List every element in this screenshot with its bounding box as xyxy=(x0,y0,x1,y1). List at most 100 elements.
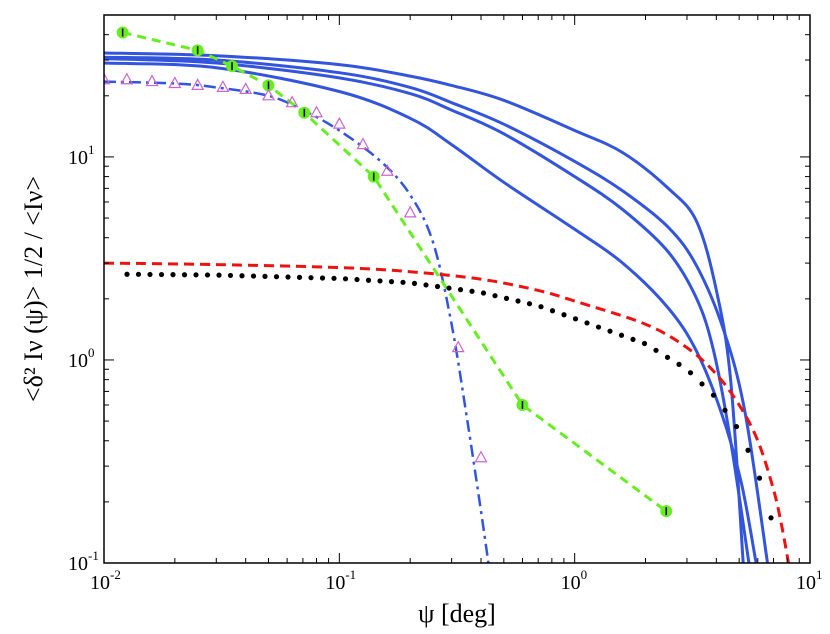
data-point xyxy=(204,272,211,278)
x-tick-label-exponent: 1 xyxy=(816,567,823,582)
data-point xyxy=(653,347,659,353)
y-axis-title: <δ² Iν (ψ)> 1/2 / <Iν> xyxy=(19,176,48,402)
data-point xyxy=(745,447,751,453)
data-point xyxy=(135,271,142,277)
x-tick-label: 10 xyxy=(90,572,110,594)
data-point xyxy=(145,74,159,87)
y-tick-label: 10 xyxy=(68,350,88,372)
series-line-red-dashed xyxy=(104,261,790,563)
series-black-dotted xyxy=(124,271,774,521)
data-point xyxy=(262,273,268,279)
data-point xyxy=(124,271,130,277)
data-point xyxy=(377,278,383,284)
data-point xyxy=(356,137,370,150)
data-point xyxy=(158,271,165,278)
series-blue-solid-4 xyxy=(104,55,769,563)
data-point xyxy=(710,392,717,398)
data-point xyxy=(193,272,199,278)
data-point xyxy=(526,301,533,307)
x-tick-label-exponent: 0 xyxy=(581,567,588,582)
data-point xyxy=(104,72,111,85)
data-point xyxy=(446,285,452,291)
data-point xyxy=(285,95,299,108)
data-point xyxy=(618,332,625,338)
ticklabel-layer: 10 -2 10 -1 10 0 10 110 -110 010 1 xyxy=(68,142,823,594)
data-point xyxy=(722,407,728,413)
series-blue-solid-1 xyxy=(104,51,745,563)
data-point xyxy=(515,298,521,304)
data-point xyxy=(457,287,464,293)
data-point xyxy=(181,272,188,278)
data-point xyxy=(170,272,176,278)
data-point xyxy=(756,475,763,481)
data-point xyxy=(332,116,346,129)
data-point xyxy=(480,290,487,296)
y-tick-label: 10 xyxy=(68,147,88,169)
data-point xyxy=(607,328,613,334)
data-point xyxy=(434,283,441,290)
data-point xyxy=(120,72,134,85)
data-point xyxy=(365,277,372,283)
data-point xyxy=(191,78,205,91)
data-point xyxy=(285,274,291,280)
series-line-blue-solid-2 xyxy=(104,57,751,563)
data-point xyxy=(641,340,648,347)
data-point xyxy=(768,515,774,521)
y-tick-label: 10 xyxy=(68,553,88,575)
series-blue-solid-3 xyxy=(104,61,758,563)
data-point xyxy=(342,276,349,282)
data-point xyxy=(239,82,253,95)
data-point xyxy=(503,295,510,301)
x-tick-label: 10 xyxy=(561,572,581,594)
data-point xyxy=(403,205,417,218)
data-point xyxy=(227,272,234,279)
data-point xyxy=(733,423,740,430)
data-point xyxy=(216,80,230,92)
y-tick-label-exponent: 0 xyxy=(88,345,95,360)
data-point xyxy=(400,279,406,285)
data-point xyxy=(676,361,682,367)
data-point xyxy=(411,280,418,286)
series-line-green-dashed-circles xyxy=(122,31,668,513)
data-point xyxy=(261,88,276,101)
plot-frame xyxy=(103,14,811,564)
series-magenta-triangles xyxy=(104,72,488,463)
series-line-blue-solid-1 xyxy=(104,51,745,563)
data-point xyxy=(538,304,544,310)
data-point xyxy=(308,275,314,281)
data-point xyxy=(168,76,182,89)
data-point xyxy=(388,279,395,285)
data-point xyxy=(451,340,465,353)
data-point xyxy=(273,274,280,280)
data-point xyxy=(319,275,326,281)
x-tick-label: 10 xyxy=(796,572,816,594)
series-red-dashed xyxy=(104,261,790,563)
x-tick-label: 10 xyxy=(325,572,345,594)
x-tick-label-exponent: -2 xyxy=(110,567,121,582)
data-point xyxy=(561,312,567,318)
data-point xyxy=(492,293,498,299)
data-point xyxy=(310,105,324,118)
data-point xyxy=(549,308,556,314)
data-point xyxy=(699,381,705,387)
data-point xyxy=(630,336,636,343)
data-point xyxy=(239,273,245,279)
series-green-dashed-circles xyxy=(116,26,673,518)
series-line-blue-solid-3 xyxy=(104,61,758,563)
data-point xyxy=(584,320,590,326)
data-point xyxy=(664,354,671,360)
data-point xyxy=(354,276,360,283)
series-blue-dash-dot xyxy=(104,80,490,563)
data-point xyxy=(147,271,153,278)
y-axis-title-text: <δ² Iν (ψ)> 1/2 / <Iν> xyxy=(19,176,48,402)
x-axis-title: ψ [deg] xyxy=(418,599,496,628)
data-point xyxy=(595,324,602,330)
data-point xyxy=(250,273,257,279)
x-tick-label-exponent: -1 xyxy=(345,567,356,582)
series-blue-solid-2 xyxy=(104,57,751,563)
data-point xyxy=(469,288,475,294)
y-tick-label-exponent: 1 xyxy=(88,142,95,157)
data-point xyxy=(331,275,337,281)
series-line-blue-solid-4 xyxy=(104,55,769,563)
